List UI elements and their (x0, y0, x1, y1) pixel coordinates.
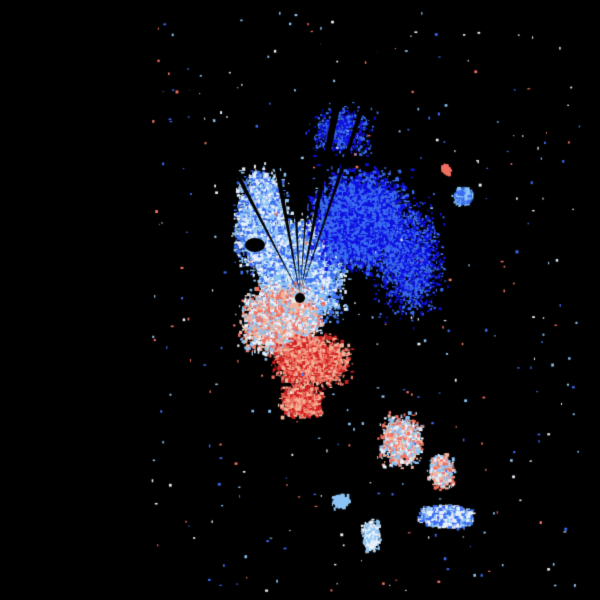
radar-velocity-image (0, 0, 600, 600)
radar-velocity-canvas (0, 0, 600, 600)
